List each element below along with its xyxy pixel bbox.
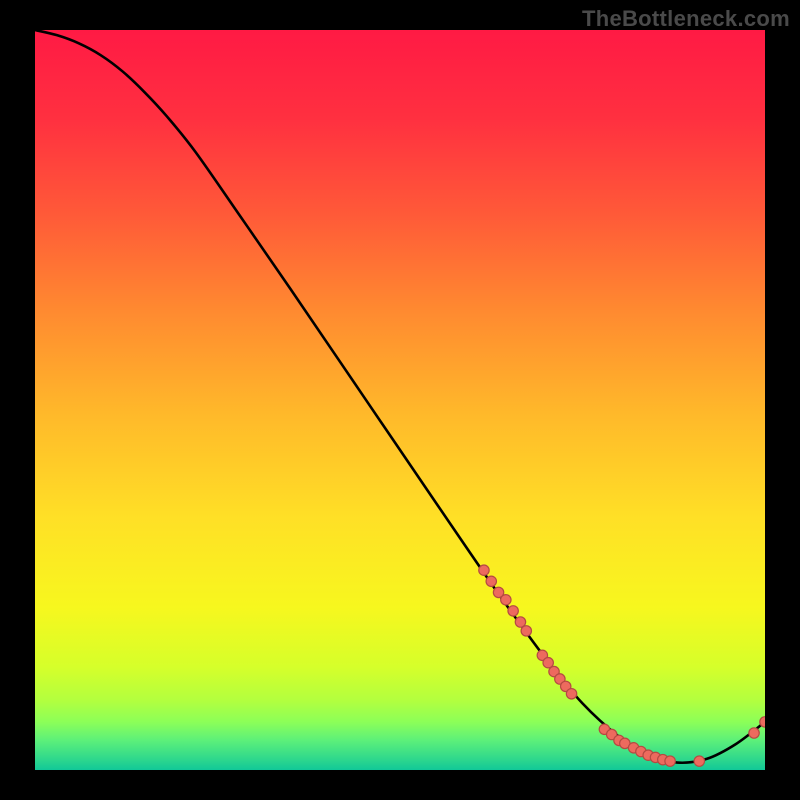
data-point-marker	[749, 728, 759, 738]
data-point-marker	[501, 595, 511, 605]
data-point-marker	[486, 576, 496, 586]
watermark-text: TheBottleneck.com	[582, 6, 790, 32]
data-point-marker	[508, 606, 518, 616]
data-point-marker	[479, 565, 489, 575]
plot-background	[35, 30, 765, 770]
bottleneck-curve-chart	[35, 30, 765, 770]
data-point-marker	[760, 717, 765, 727]
data-point-marker	[521, 626, 531, 636]
data-point-marker	[566, 689, 576, 699]
data-point-marker	[665, 756, 675, 766]
data-point-marker	[694, 756, 704, 766]
chart-stage: TheBottleneck.com	[0, 0, 800, 800]
